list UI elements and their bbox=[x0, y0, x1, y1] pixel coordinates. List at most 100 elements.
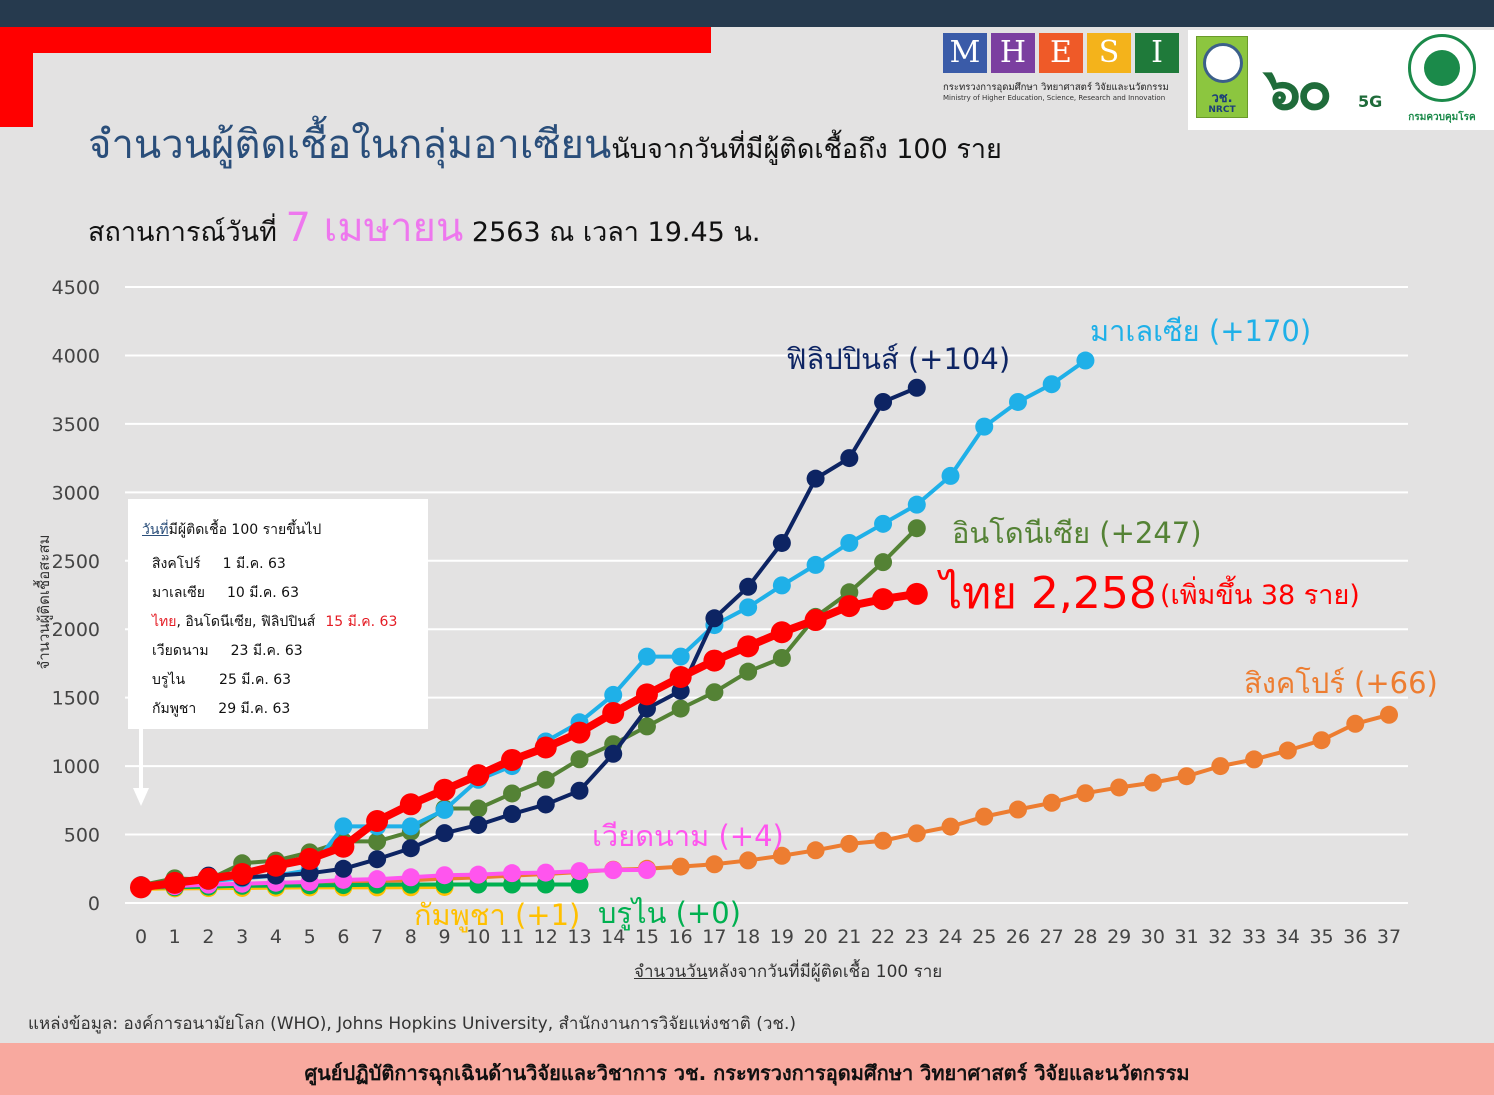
label-vietnam: เวียดนาม (+4) bbox=[592, 819, 784, 853]
x-tick-label: 12 bbox=[534, 926, 558, 948]
data-point bbox=[1346, 714, 1365, 733]
data-point bbox=[838, 595, 861, 618]
data-point bbox=[604, 861, 623, 880]
x-tick-label: 33 bbox=[1242, 926, 1266, 948]
data-point bbox=[1278, 741, 1297, 760]
label-thailand-increase: (เพิ่มขึ้น 38 ราย) bbox=[1160, 580, 1360, 611]
data-point bbox=[806, 469, 825, 488]
mhesi-letter: M bbox=[943, 33, 987, 73]
data-point bbox=[975, 807, 994, 826]
data-point bbox=[503, 805, 522, 824]
x-tick-label: 21 bbox=[837, 926, 861, 948]
infobox-date: 1 มี.ค. 63 bbox=[222, 555, 286, 572]
y-tick-label: 4000 bbox=[52, 345, 100, 367]
data-point bbox=[368, 832, 387, 851]
mhesi-letter: H bbox=[991, 33, 1035, 73]
data-point bbox=[804, 609, 827, 632]
y-tick-label: 500 bbox=[64, 825, 100, 847]
data-point bbox=[905, 582, 928, 605]
mhesi-letter: E bbox=[1039, 33, 1083, 73]
infobox-row: มาเลเซีย 10 มี.ค. 63 bbox=[142, 578, 414, 607]
data-point bbox=[1380, 705, 1398, 724]
data-point bbox=[1008, 800, 1027, 819]
x-tick-label: 7 bbox=[371, 926, 383, 948]
title-main: จำนวนผู้ติดเชื้อในกลุ่มอาเซียน bbox=[88, 122, 612, 168]
data-point bbox=[975, 417, 994, 436]
label-indonesia: อินโดนีเซีย (+247) bbox=[952, 516, 1202, 550]
x-tick-label: 31 bbox=[1175, 926, 1199, 948]
data-point bbox=[770, 621, 793, 644]
x-tick-label: 27 bbox=[1040, 926, 1064, 948]
infobox-date: 10 มี.ค. 63 bbox=[226, 584, 299, 601]
top-banner bbox=[0, 0, 1494, 27]
x-tick-label: 15 bbox=[635, 926, 659, 948]
x-tick-label: 4 bbox=[270, 926, 282, 948]
y-tick-label: 3000 bbox=[52, 482, 100, 504]
mhesi-letter: I bbox=[1135, 33, 1179, 73]
data-point bbox=[840, 449, 859, 468]
infobox-heading: วันที่มีผู้ติดเชื้อ 100 รายขึ้นไป bbox=[142, 519, 414, 541]
data-point bbox=[671, 857, 690, 876]
infobox-country: บรูไน bbox=[152, 671, 186, 688]
data-point bbox=[570, 862, 589, 881]
data-point bbox=[536, 795, 555, 814]
data-point bbox=[671, 699, 690, 718]
anniversary-logo: ๖๐ 5G bbox=[1258, 40, 1388, 123]
infobox-row: บรูไน 25 มี.ค. 63 bbox=[142, 665, 414, 694]
nrct-thai-label: วช. bbox=[1211, 91, 1233, 106]
x-tick-label: 6 bbox=[337, 926, 349, 948]
x-tick-label: 2 bbox=[202, 926, 214, 948]
data-point bbox=[435, 866, 454, 885]
x-tick-label: 23 bbox=[905, 926, 929, 948]
nrct-seal-icon bbox=[1203, 43, 1243, 83]
x-tick-label: 10 bbox=[466, 926, 490, 948]
y-tick-label: 1500 bbox=[52, 688, 100, 710]
data-point bbox=[705, 683, 724, 702]
x-tick-label: 17 bbox=[702, 926, 726, 948]
situation-time: 2563 ณ เวลา 19.45 น. bbox=[471, 217, 761, 248]
anniversary-number: ๖๐ bbox=[1264, 55, 1332, 123]
data-point bbox=[705, 855, 724, 874]
data-point bbox=[907, 519, 926, 538]
data-point bbox=[1177, 767, 1196, 786]
data-point bbox=[501, 748, 524, 771]
data-point bbox=[1076, 784, 1095, 803]
data-point bbox=[806, 841, 825, 860]
infobox-row: สิงคโปร์ 1 มี.ค. 63 bbox=[142, 549, 414, 578]
data-point bbox=[739, 662, 758, 681]
infobox-row: ไทย, อินโดนีเซีย, ฟิลิปปินส์ 15 มี.ค. 63 bbox=[142, 607, 414, 636]
y-tick-label: 0 bbox=[88, 893, 100, 915]
data-point bbox=[604, 744, 623, 763]
infobox-date: 25 มี.ค. 63 bbox=[219, 671, 292, 688]
situation-prefix: สถานการณ์วันที่ bbox=[88, 217, 277, 248]
data-point bbox=[435, 824, 454, 843]
x-tick-label: 13 bbox=[567, 926, 591, 948]
infobox-country: มาเลเซีย bbox=[152, 584, 205, 601]
data-point bbox=[1042, 375, 1061, 394]
infobox-date: 23 มี.ค. 63 bbox=[230, 642, 303, 659]
data-point bbox=[264, 854, 287, 877]
threshold-date-box: วันที่มีผู้ติดเชื้อ 100 รายขึ้นไป สิงคโป… bbox=[128, 499, 428, 729]
situation-line: สถานการณ์วันที่ 7 เมษายน 2563 ณ เวลา 19.… bbox=[88, 195, 760, 259]
data-point bbox=[469, 865, 488, 884]
footer-banner: ศูนย์ปฏิบัติการฉุกเฉินด้านวิจัยและวิชากา… bbox=[0, 1043, 1494, 1095]
data-point bbox=[570, 750, 589, 769]
mhesi-thai-name: กระทรวงการอุดมศึกษา วิทยาศาสตร์ วิจัยและ… bbox=[943, 82, 1169, 93]
y-tick-label: 1000 bbox=[52, 756, 100, 778]
data-point bbox=[1245, 750, 1264, 769]
mhesi-letter: S bbox=[1087, 33, 1131, 73]
x-tick-label: 35 bbox=[1309, 926, 1333, 948]
data-point bbox=[469, 799, 488, 818]
x-tick-label: 5 bbox=[304, 926, 316, 948]
x-tick-label: 1 bbox=[169, 926, 181, 948]
footer-text: ศูนย์ปฏิบัติการฉุกเฉินด้านวิจัยและวิชากา… bbox=[304, 1061, 1190, 1085]
data-point bbox=[570, 875, 589, 894]
label-thailand: ไทย 2,258 bbox=[940, 568, 1157, 619]
data-point bbox=[840, 834, 859, 853]
x-tick-label: 34 bbox=[1276, 926, 1300, 948]
data-point bbox=[1312, 731, 1331, 750]
data-point bbox=[401, 868, 420, 887]
data-point bbox=[231, 862, 254, 885]
data-point bbox=[772, 648, 791, 667]
